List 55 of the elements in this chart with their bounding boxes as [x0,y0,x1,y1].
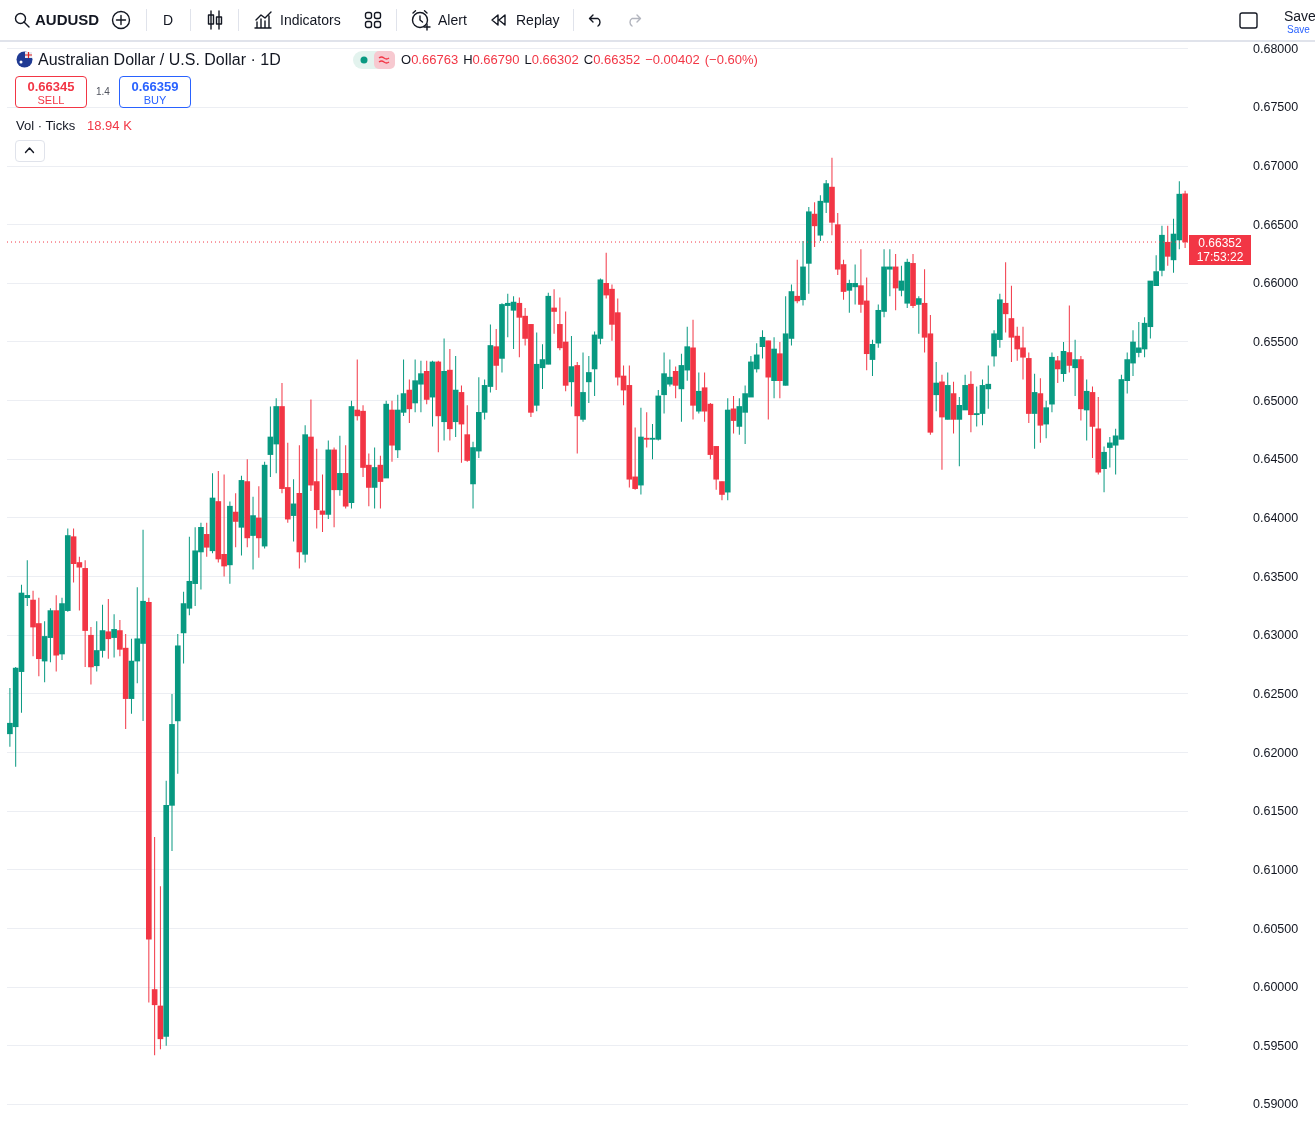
candlestick [915,296,922,334]
text: Replay [516,12,560,29]
candlestick [580,352,586,422]
y-tick-label: 0.62500 [1253,685,1299,702]
annotation: 1.4 [96,86,110,98]
candlestick [105,598,112,659]
y-tick-label: 0.65500 [1253,333,1299,350]
y-tick-label: 0.63000 [1253,627,1299,644]
candlestick [53,595,60,672]
y-tick-label: 0.62000 [1253,744,1299,761]
annotation: BUY [142,94,168,106]
candlestick [1072,339,1078,396]
text: O0.66763 H0.66790 L0.66302 C0.66352 −0.00402 (−0.60%) [401,52,758,67]
text: Save [1287,24,1310,36]
candlestick [1066,305,1073,373]
y-tick-label: 0.63500 [1253,568,1299,585]
candlestick [1095,397,1102,475]
annotation: SELL [36,94,66,106]
y-tick-label: 0.61500 [1253,803,1299,820]
candlestick [719,481,725,501]
text: Alert [438,12,467,29]
y-tick-label: 0.60000 [1253,979,1299,996]
annotation: 0.66359 [130,79,180,94]
candlestick [111,614,117,658]
candlestick [493,329,500,391]
annotation: Vol · Ticks [16,118,76,134]
y-tick-label: 0.65000 [1253,392,1299,409]
y-tick-label: 0.64500 [1253,451,1299,468]
y-tick-label: 0.66500 [1253,216,1299,233]
candlestick [643,412,650,448]
y-tick-label: 0.68000 [1253,40,1299,57]
annotation: 0.66345 [26,79,76,94]
y-tick-label: 0.67000 [1253,158,1299,174]
ref-line-label: 0.66352 [1197,236,1243,251]
text: Save [1284,8,1315,25]
annotation: 18.94 K [87,118,132,134]
text: 17:53:22 [1195,250,1245,265]
candlestick [1054,356,1061,384]
candlestick [695,372,702,414]
text: Indicators [280,12,341,29]
candlestick [203,522,210,557]
text: D [163,12,174,29]
text: AUDUSD [35,11,100,29]
y-tick-label: 0.67500 [1253,99,1299,116]
candlestick [464,405,471,462]
candlestick [250,496,256,570]
y-tick-label: 0.66000 [1253,275,1299,292]
y-tick-label: 0.59500 [1253,1037,1299,1054]
y-tick-label: 0.59000 [1253,1096,1299,1113]
candlestick [777,341,783,399]
text: Australian Dollar / U.S. Dollar · 1D [38,50,281,70]
y-tick-label: 0.61000 [1253,861,1299,878]
y-tick-label: 0.60500 [1253,920,1299,937]
y-tick-label: 0.64000 [1253,509,1299,526]
candlestick [944,372,951,420]
